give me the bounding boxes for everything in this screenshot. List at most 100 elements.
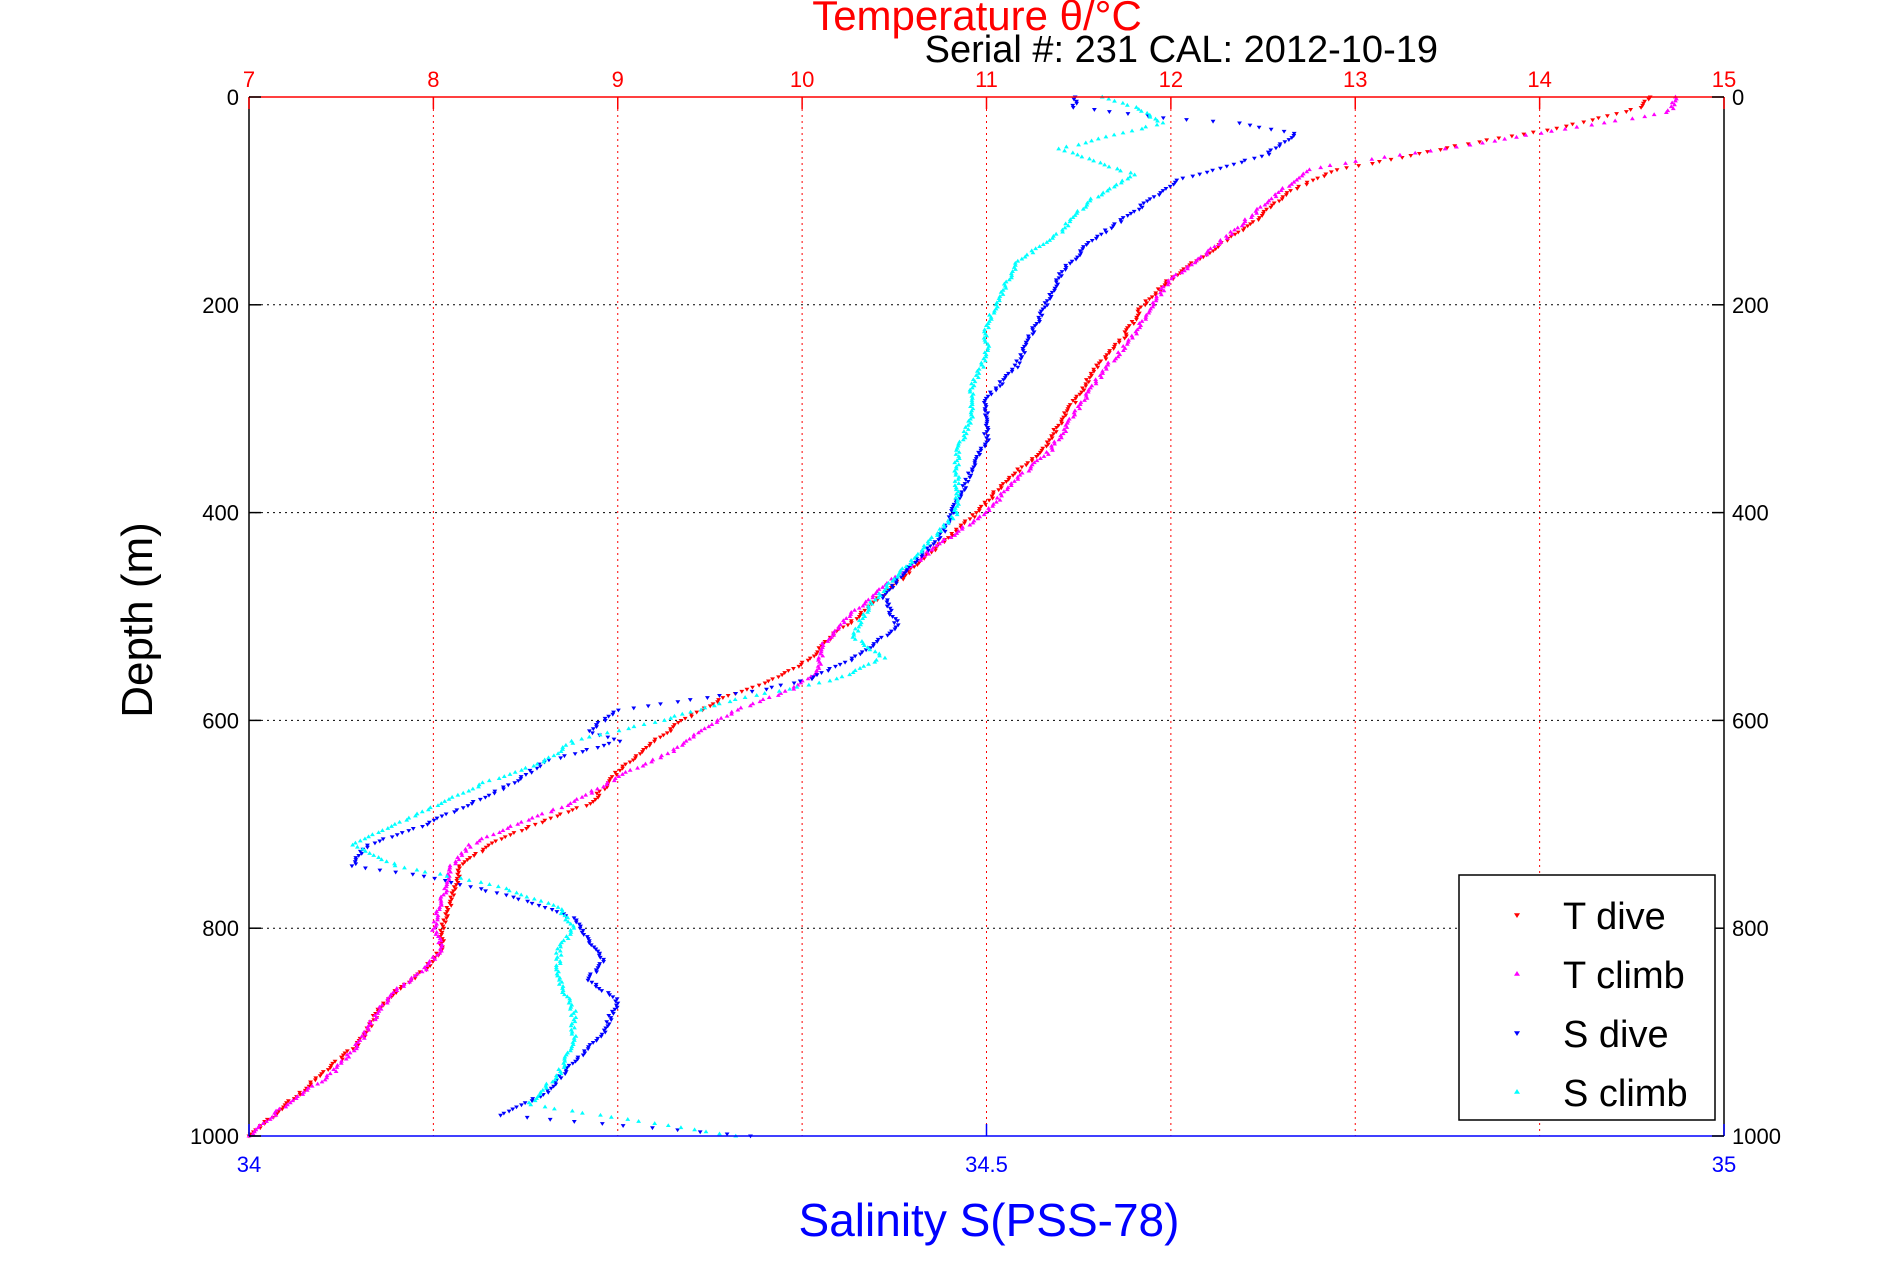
- data-point: [1554, 126, 1560, 131]
- data-point: [541, 759, 547, 764]
- data-point: [778, 690, 784, 695]
- data-point: [1031, 330, 1037, 335]
- data-point: [839, 674, 845, 679]
- data-point: [1006, 277, 1012, 282]
- data-point: [1026, 334, 1031, 339]
- data-point: [819, 671, 824, 676]
- data-point: [514, 890, 520, 895]
- tick-label-top: 10: [790, 67, 814, 92]
- data-point: [1315, 176, 1321, 181]
- data-point: [554, 963, 559, 968]
- data-point: [379, 857, 384, 862]
- data-point: [569, 1044, 575, 1049]
- data-point: [1047, 292, 1052, 297]
- data-point: [438, 928, 443, 933]
- data-point: [578, 924, 583, 929]
- data-point: [775, 693, 781, 697]
- data-point: [1210, 168, 1216, 173]
- data-point: [982, 337, 988, 342]
- data-point: [365, 845, 370, 850]
- data-point: [561, 938, 567, 943]
- data-point: [599, 1032, 605, 1037]
- data-point: [466, 788, 472, 793]
- data-point: [1217, 237, 1223, 242]
- data-point: [990, 492, 996, 497]
- data-point: [1074, 99, 1079, 104]
- data-point: [581, 1049, 587, 1054]
- data-point: [953, 472, 959, 477]
- data-point: [436, 940, 442, 945]
- legend-marker: [1514, 971, 1520, 976]
- data-point: [765, 679, 771, 684]
- data-point: [990, 501, 996, 506]
- data-point: [602, 718, 608, 723]
- data-point: [457, 883, 463, 887]
- data-point: [816, 666, 822, 670]
- data-point: [937, 531, 943, 536]
- data-point: [454, 876, 460, 881]
- data-point: [1062, 225, 1068, 230]
- data-point: [981, 364, 987, 369]
- data-point: [872, 597, 878, 602]
- data-point: [988, 392, 994, 397]
- data-point: [830, 630, 836, 635]
- data-point: [571, 1010, 576, 1015]
- data-point: [439, 932, 444, 937]
- data-point: [641, 722, 647, 726]
- data-point: [662, 718, 667, 722]
- data-point: [371, 853, 377, 857]
- data-point: [453, 861, 458, 866]
- data-point: [671, 747, 677, 751]
- data-point: [982, 444, 988, 449]
- data-point: [553, 1080, 558, 1085]
- data-point: [1080, 247, 1086, 252]
- data-point: [1077, 406, 1083, 411]
- data-point: [1147, 112, 1153, 117]
- data-point: [420, 824, 425, 829]
- data-point: [453, 883, 459, 887]
- data-point: [325, 1068, 331, 1072]
- data-point: [507, 772, 513, 776]
- data-point: [967, 387, 973, 392]
- data-point: [845, 623, 851, 628]
- data-point: [1078, 251, 1084, 256]
- data-point: [1017, 469, 1022, 474]
- data-point: [1054, 284, 1059, 289]
- data-point: [357, 838, 363, 843]
- data-point: [568, 1048, 573, 1053]
- data-point: [1085, 241, 1091, 245]
- data-point: [1052, 441, 1057, 446]
- data-point: [907, 562, 913, 566]
- data-point: [571, 1120, 577, 1124]
- data-point: [274, 1111, 280, 1116]
- data-point: [506, 1109, 512, 1114]
- data-point: [876, 587, 882, 591]
- data-point: [1135, 309, 1141, 314]
- data-point: [1158, 292, 1164, 297]
- data-point: [579, 736, 585, 741]
- data-point: [1070, 215, 1076, 219]
- data-point: [558, 911, 564, 916]
- data-point: [549, 908, 555, 912]
- data-point: [1294, 186, 1300, 191]
- data-point: [567, 1006, 573, 1011]
- data-point: [563, 742, 569, 747]
- data-point: [369, 1024, 375, 1029]
- data-point: [1030, 326, 1035, 331]
- data-point: [385, 996, 391, 1001]
- data-point: [353, 858, 359, 863]
- data-point: [425, 807, 431, 812]
- data-point: [1129, 128, 1135, 133]
- data-point: [1256, 125, 1262, 130]
- data-point: [1118, 220, 1124, 225]
- data-point: [1039, 448, 1045, 453]
- data-point: [606, 1022, 612, 1027]
- data-point: [574, 806, 580, 811]
- data-point: [1370, 162, 1375, 166]
- data-point: [443, 812, 449, 817]
- data-point: [849, 656, 855, 661]
- data-point: [506, 888, 512, 893]
- data-point: [637, 752, 643, 757]
- data-point: [890, 615, 895, 619]
